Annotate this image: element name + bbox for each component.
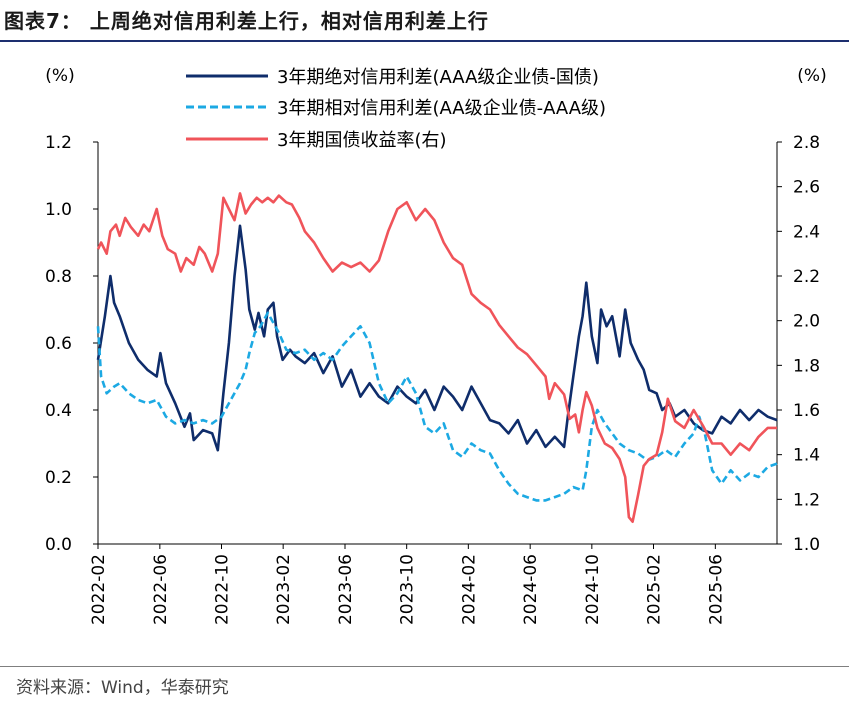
y-left-tick-label: 1.0 xyxy=(45,200,72,220)
title-rule xyxy=(0,40,849,42)
legend-label-3: 3年期国债收益率(右) xyxy=(277,130,447,151)
y-right-tick-label: 1.2 xyxy=(793,490,820,510)
y-right-tick-label: 2.4 xyxy=(793,222,820,242)
right-unit-label: (%) xyxy=(797,66,826,86)
y-left-tick-label: 0.2 xyxy=(45,468,72,488)
y-left-tick-label: 0.4 xyxy=(45,401,72,421)
chart-title: 图表7： 上周绝对信用利差上行，相对信用利差上行 xyxy=(4,9,489,33)
y-left-tick-label: 0.6 xyxy=(45,334,72,354)
y-left-tick-label: 0.0 xyxy=(45,535,72,555)
legend: 3年期绝对信用利差(AAA级企业债-国债) 3年期相对信用利差(AA级企业债-AA… xyxy=(186,67,606,151)
y-right-tick-label: 1.6 xyxy=(793,401,820,421)
x-tick-label: 2022-06 xyxy=(151,554,171,625)
series-line-3 xyxy=(96,192,777,523)
line-chart: (%) (%) 0.0 0.2 0.4 0.6 0.8 1.0 1.2 1.0 1.2 1.4 1.6 1… xyxy=(45,66,827,625)
x-tick-label: 2024-06 xyxy=(521,554,541,625)
axes: (%) (%) 0.0 0.2 0.4 0.6 0.8 1.0 1.2 1.0 1.2 1.4 1.6 1… xyxy=(45,66,827,625)
y-right-tick-label: 2.0 xyxy=(793,312,820,332)
x-tick-label: 2025-06 xyxy=(706,554,726,625)
y-left-tick-label: 1.2 xyxy=(45,133,72,153)
y-right-tick-label: 1.4 xyxy=(793,446,820,466)
y-right-tick-label: 2.8 xyxy=(793,133,820,153)
legend-label-2: 3年期相对信用利差(AA级企业债-AAA级) xyxy=(277,98,606,119)
series-line-2 xyxy=(96,311,778,502)
y-right-tick-label: 1.8 xyxy=(793,356,820,376)
legend-label-1: 3年期绝对信用利差(AAA级企业债-国债) xyxy=(277,67,599,88)
x-tick-label: 2022-10 xyxy=(213,554,233,625)
series-line-1 xyxy=(96,224,778,452)
y-left-tick-label: 0.8 xyxy=(45,267,72,287)
x-tick-label: 2024-02 xyxy=(459,554,479,625)
x-tick-label: 2023-06 xyxy=(336,554,356,625)
x-tick-label: 2025-02 xyxy=(644,554,664,625)
series-layer xyxy=(96,192,778,523)
source-note: 资料来源：Wind，华泰研究 xyxy=(16,678,229,698)
y-right-tick-label: 2.6 xyxy=(793,178,820,198)
source-rule xyxy=(0,666,849,667)
x-tick-label: 2024-10 xyxy=(583,554,603,625)
y-right-tick-label: 1.0 xyxy=(793,535,820,555)
x-tick-label: 2022-02 xyxy=(89,554,109,625)
left-unit-label: (%) xyxy=(45,66,74,86)
x-tick-label: 2023-10 xyxy=(398,554,418,625)
y-right-tick-label: 2.2 xyxy=(793,267,820,287)
x-tick-label: 2023-02 xyxy=(274,554,294,625)
